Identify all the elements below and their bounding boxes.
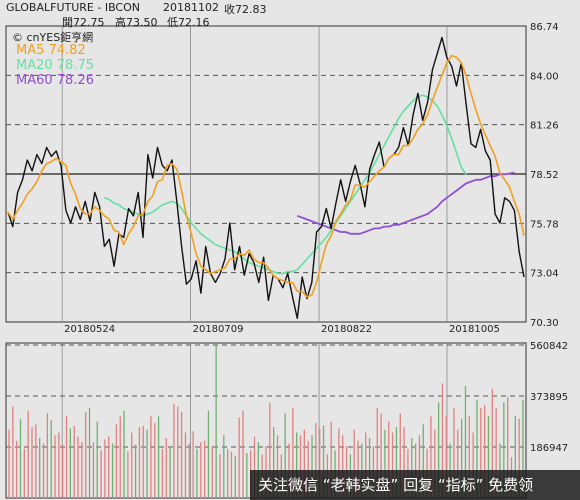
price-tick-label: 84.00 <box>530 71 559 82</box>
copyright-icon: © <box>12 31 23 44</box>
date-tick-label: 20180524 <box>64 324 115 335</box>
series-line-ma5 <box>7 54 525 298</box>
logo-text: cnYES鉅亨網 <box>26 31 94 44</box>
volume-tick-label: 373895 <box>530 392 568 403</box>
low-price: 低72.16 <box>167 16 210 29</box>
legend-ma5: MA5 74.82 <box>16 43 86 58</box>
price-tick-label: 70.30 <box>530 318 559 329</box>
date-label: 20181102 <box>163 1 219 14</box>
price-tick-label: 86.74 <box>530 22 559 33</box>
volume-tick-label: 186947 <box>530 443 568 454</box>
legend-ma20: MA20 78.75 <box>16 58 94 73</box>
series-line-price <box>7 36 525 320</box>
high-price: 高73.50 <box>115 16 158 29</box>
close-price: 收72.83 <box>224 3 267 16</box>
date-tick-label: 20181005 <box>449 324 500 335</box>
volume-tick-label: 560842 <box>530 341 568 352</box>
price-tick-label: 73.04 <box>530 269 559 280</box>
watermark-banner: 关注微信 “老韩实盘” 回复 “指标” 免费领 <box>250 470 580 500</box>
legend-ma60: MA60 78.26 <box>16 73 94 88</box>
price-tick-label: 78.52 <box>530 170 559 181</box>
date-tick-label: 20180709 <box>193 324 244 335</box>
symbol-label: GLOBALFUTURE - IBCON <box>6 1 140 14</box>
price-tick-label: 75.78 <box>530 219 559 230</box>
date-tick-label: 20180822 <box>321 324 372 335</box>
open-price: 開72.75 <box>62 16 105 29</box>
cnyes-logo: © cnYES鉅亨網 <box>12 29 93 45</box>
series-line-ma20 <box>104 94 467 275</box>
price-tick-label: 81.26 <box>530 121 559 132</box>
